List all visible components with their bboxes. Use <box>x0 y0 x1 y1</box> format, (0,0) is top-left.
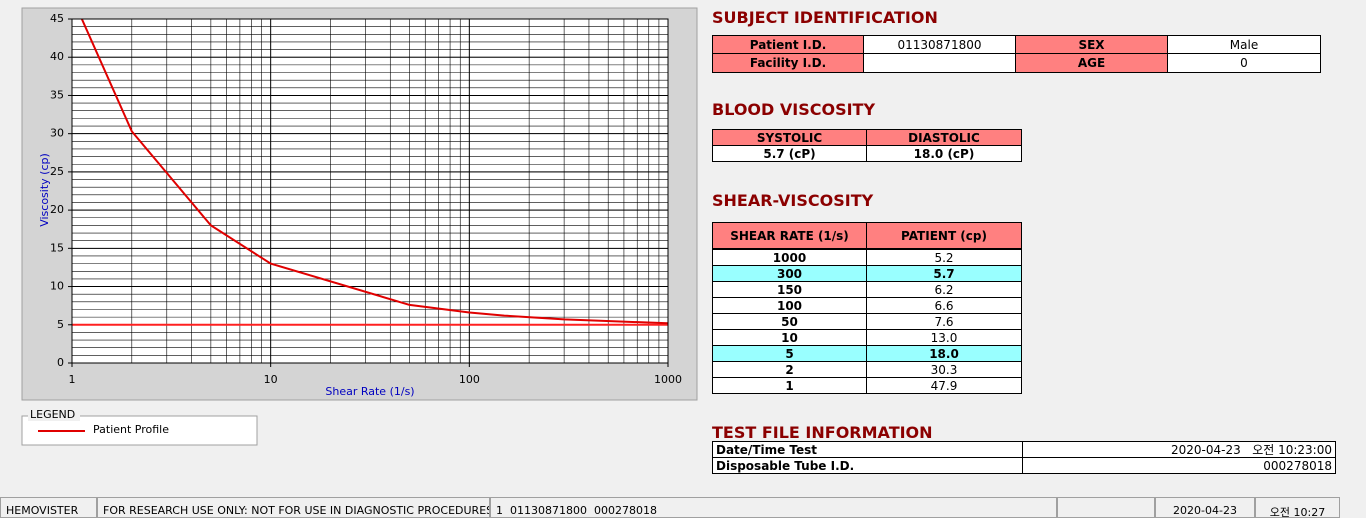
x-axis-label: Shear Rate (1/s) <box>325 385 414 398</box>
status-bar-cell: 1 01130871800 000278018 <box>490 497 1057 518</box>
status-bar-cell: HEMOVISTER <box>0 497 97 518</box>
column-header: SYSTOLIC <box>712 129 867 146</box>
table-cell: 47.9 <box>866 377 1022 394</box>
table-cell: 1 <box>712 377 867 394</box>
status-bar-cell: 2020-04-23 <box>1155 497 1255 518</box>
column-header: SHEAR RATE (1/s) <box>712 222 867 249</box>
field-label: Date/Time Test <box>712 441 1023 458</box>
y-tick-label: 35 <box>50 88 64 101</box>
y-axis-label: Viscosity (cp) <box>38 153 51 227</box>
legend-label: Patient Profile <box>93 423 169 436</box>
status-bar-cell: 오전 10:27 <box>1255 497 1340 518</box>
legend-title-bg <box>28 409 80 421</box>
table-cell: 50 <box>712 313 867 330</box>
table-cell: 150 <box>712 281 867 298</box>
field-label: Facility I.D. <box>712 53 864 73</box>
table-cell: 10 <box>712 329 867 346</box>
table-cell: 5.7 <box>866 265 1022 282</box>
field-label: Disposable Tube I.D. <box>712 457 1023 474</box>
y-tick-label: 0 <box>57 356 64 369</box>
field-value <box>863 53 1016 73</box>
table-value: 18.0 (cP) <box>866 145 1022 162</box>
y-tick-label: 20 <box>50 203 64 216</box>
field-value: Male <box>1167 35 1321 54</box>
table-value: 5.7 (cP) <box>712 145 867 162</box>
table-cell: 30.3 <box>866 361 1022 378</box>
table-cell: 5.2 <box>866 249 1022 266</box>
field-label: Patient I.D. <box>712 35 864 54</box>
table-cell: 5 <box>712 345 867 362</box>
plot-area <box>71 18 669 364</box>
section-title: BLOOD VISCOSITY <box>712 100 876 119</box>
table-cell: 6.6 <box>866 297 1022 314</box>
plot-border <box>71 18 669 364</box>
x-tick-label: 100 <box>459 373 480 386</box>
y-tick-label: 10 <box>50 280 64 293</box>
table-cell: 100 <box>712 297 867 314</box>
y-tick-label: 30 <box>50 127 64 140</box>
status-bar-cell: FOR RESEARCH USE ONLY: NOT FOR USE IN DI… <box>97 497 490 518</box>
field-value: 000278018 <box>1022 457 1336 474</box>
series-line <box>80 19 668 325</box>
column-header: PATIENT (cp) <box>866 222 1022 249</box>
section-title: SHEAR-VISCOSITY <box>712 191 874 210</box>
field-value: 0 <box>1167 53 1321 73</box>
field-value: 2020-04-23 오전 10:23:00 <box>1022 441 1336 458</box>
table-cell: 2 <box>712 361 867 378</box>
y-tick-label: 25 <box>50 165 64 178</box>
column-header: DIASTOLIC <box>866 129 1022 146</box>
table-cell: 6.2 <box>866 281 1022 298</box>
section-title: SUBJECT IDENTIFICATION <box>712 8 938 27</box>
x-tick-label: 10 <box>264 373 278 386</box>
chart: Shear Rate (1/s) Viscosity (cp) LEGEND P… <box>21 7 698 446</box>
table-cell: 13.0 <box>866 329 1022 346</box>
field-label: SEX <box>1015 35 1168 54</box>
table-cell: 1000 <box>712 249 867 266</box>
table-cell: 300 <box>712 265 867 282</box>
y-tick-label: 5 <box>57 318 64 331</box>
field-value: 01130871800 <box>863 35 1016 54</box>
status-bar-cell <box>1057 497 1155 518</box>
table-cell: 7.6 <box>866 313 1022 330</box>
field-label: AGE <box>1015 53 1168 73</box>
x-tick-label: 1000 <box>654 373 682 386</box>
legend-title: LEGEND <box>30 408 75 421</box>
x-tick-label: 1 <box>69 373 76 386</box>
section-title: TEST FILE INFORMATION <box>712 423 933 442</box>
y-tick-label: 40 <box>50 50 64 63</box>
table-cell: 18.0 <box>866 345 1022 362</box>
y-tick-label: 45 <box>50 12 64 25</box>
y-tick-label: 15 <box>50 241 64 254</box>
